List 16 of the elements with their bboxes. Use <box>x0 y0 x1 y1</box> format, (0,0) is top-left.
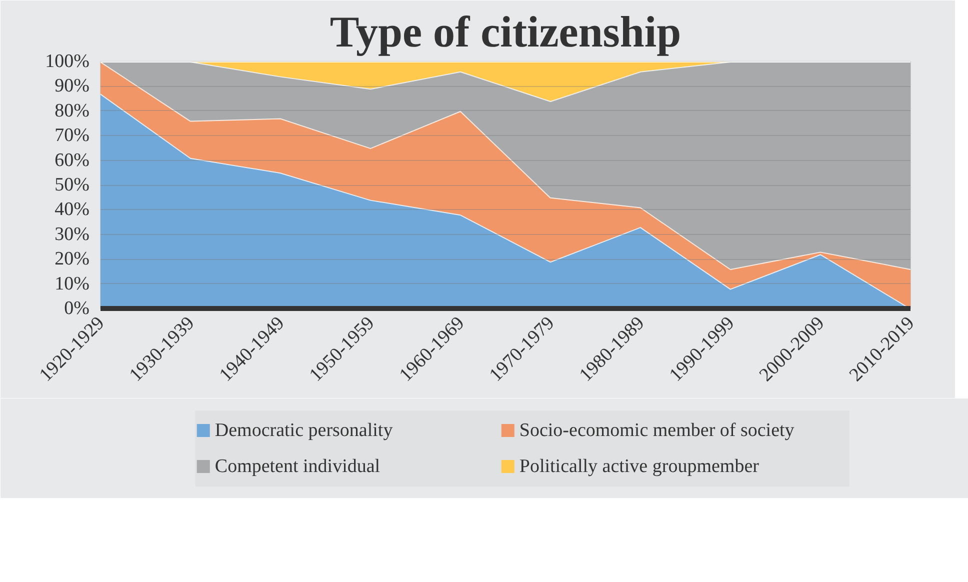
chart-title: Type of citizenship <box>330 8 682 56</box>
y-tick-label: 30% <box>54 224 90 245</box>
y-tick-label: 60% <box>54 150 90 171</box>
y-tick-label: 0% <box>64 298 90 319</box>
y-tick-label: 70% <box>54 125 90 146</box>
y-tick-label: 20% <box>54 248 90 270</box>
y-tick-label: 40% <box>54 199 90 220</box>
legend-label: Socio-ecomomic member of society <box>519 420 795 441</box>
y-tick-label: 80% <box>54 100 90 122</box>
legend-label: Politically active groupmember <box>519 456 760 477</box>
y-tick-label: 90% <box>54 76 90 97</box>
y-tick-label: 100% <box>45 51 90 72</box>
legend-label: Democratic personality <box>214 420 394 441</box>
legend-label: Competent individual <box>214 456 380 477</box>
y-tick-label: 50% <box>54 174 90 196</box>
y-tick-label: 10% <box>54 273 90 294</box>
